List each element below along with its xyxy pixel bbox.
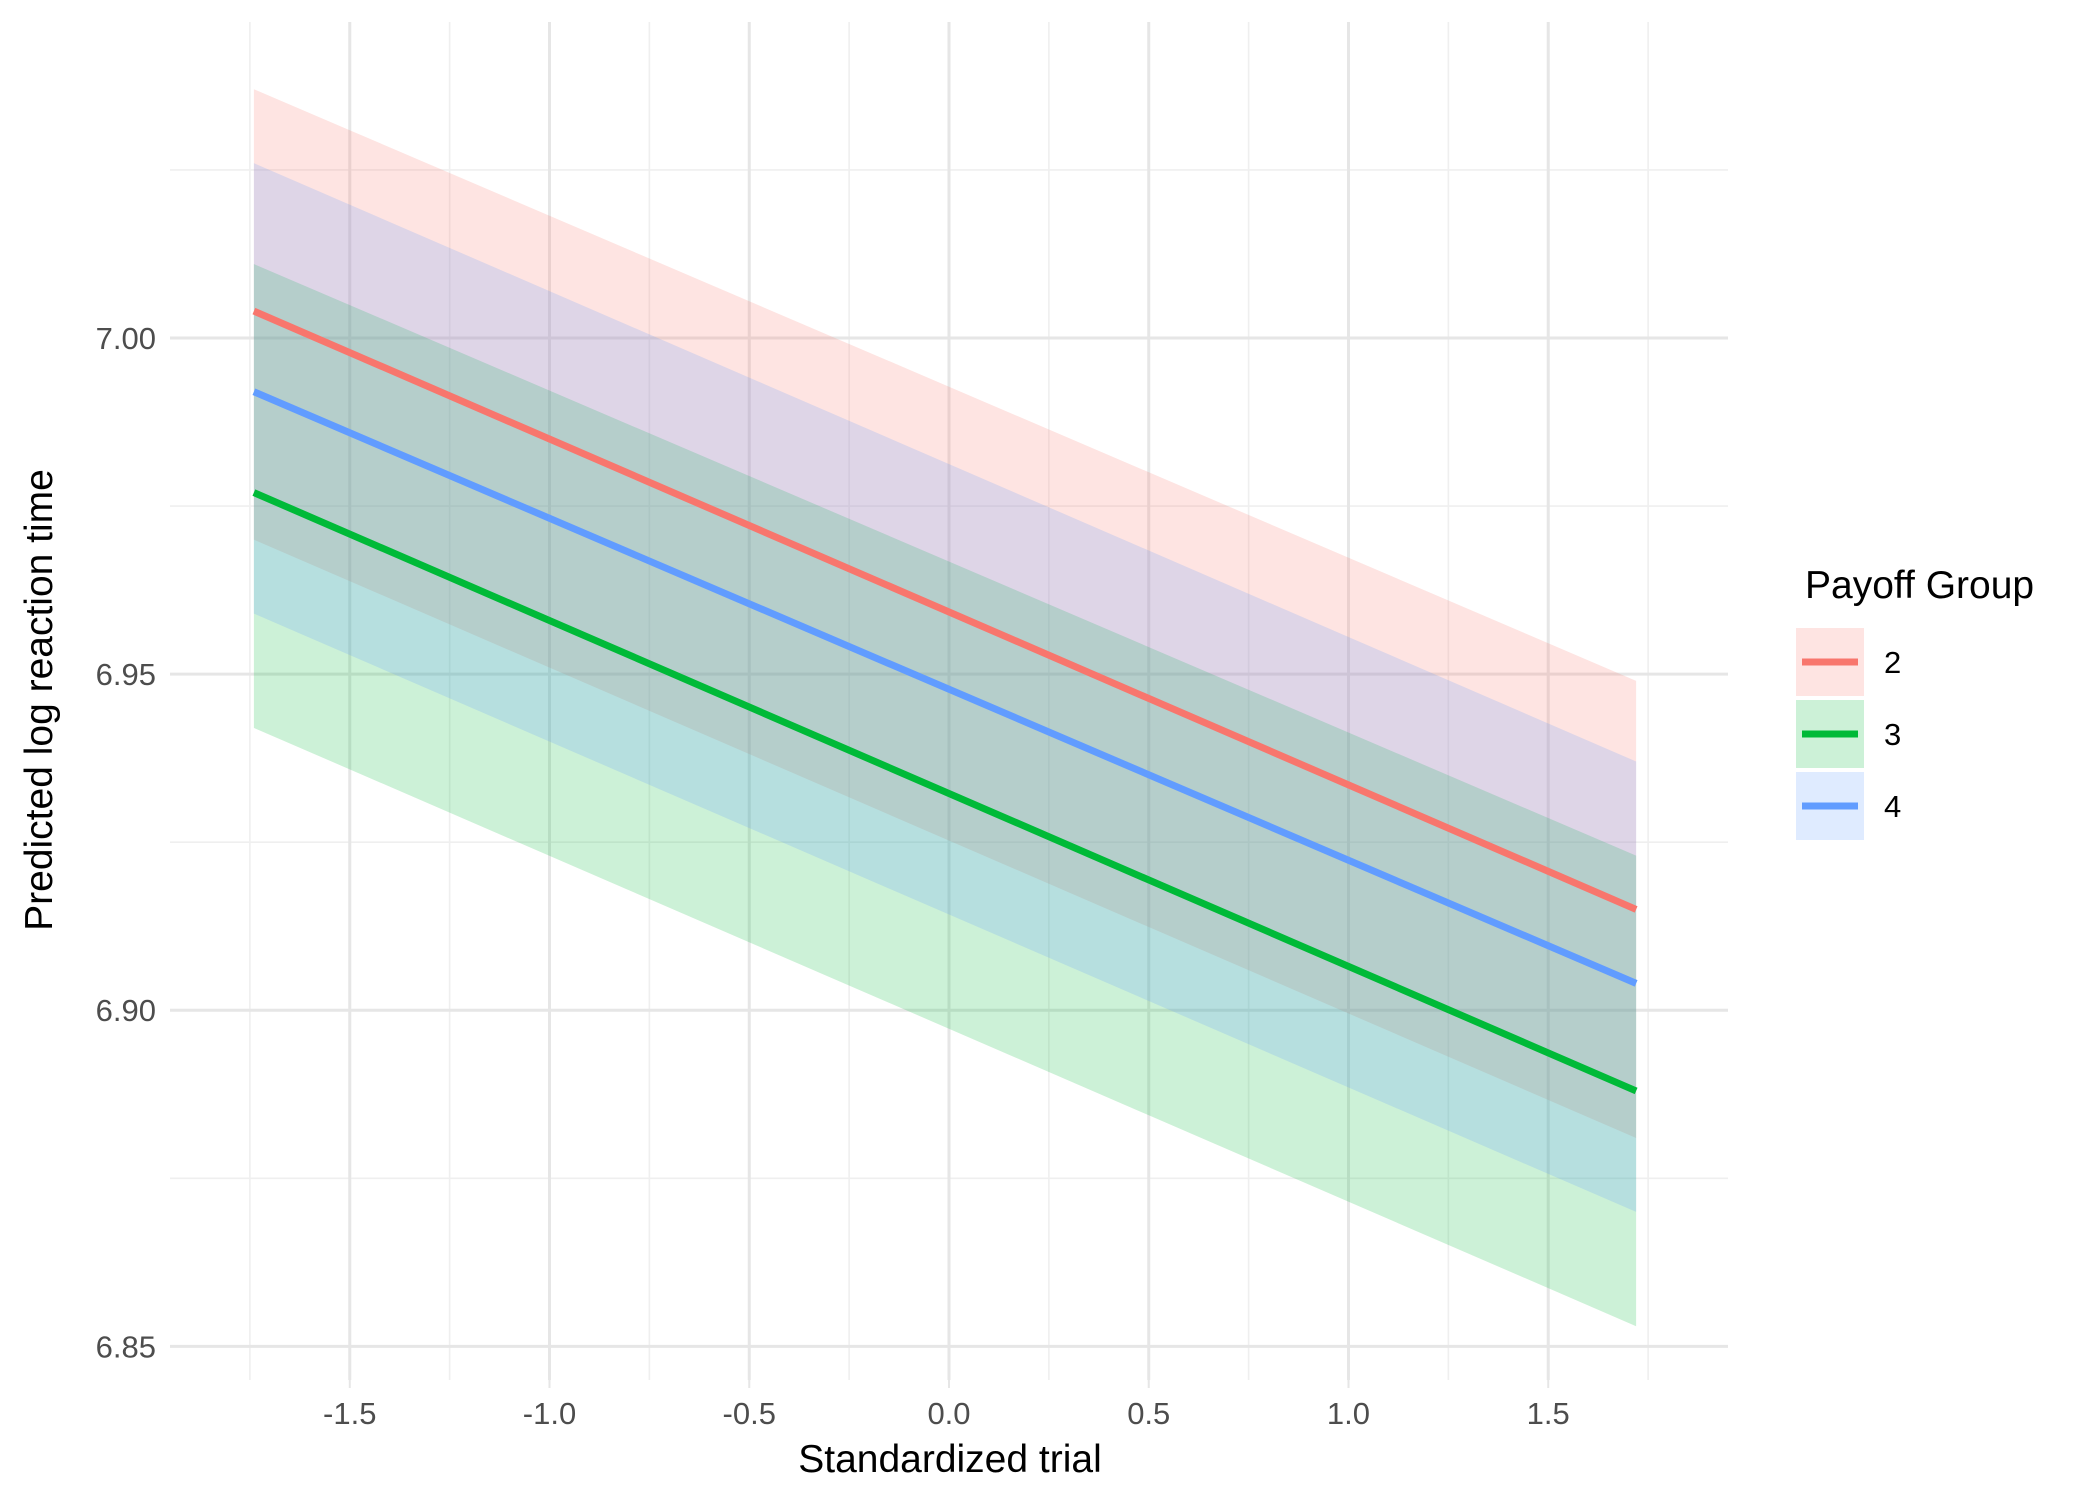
legend-item-2: 2 bbox=[1796, 628, 1901, 696]
y-tick-label: 6.85 bbox=[96, 1329, 156, 1364]
x-tick-label: -1.0 bbox=[523, 1396, 576, 1431]
legend-label: 3 bbox=[1884, 717, 1901, 752]
y-tick-label: 6.95 bbox=[96, 657, 156, 692]
x-axis-title: Standardized trial bbox=[798, 1438, 1102, 1481]
y-axis-ticks: 6.85 6.90 6.95 7.00 bbox=[96, 321, 156, 1364]
series-lines bbox=[252, 307, 1638, 1095]
line-group-2 bbox=[252, 307, 1638, 913]
legend: Payoff Group 2 3 4 bbox=[1796, 564, 2034, 840]
legend-item-4: 4 bbox=[1796, 772, 1901, 840]
confidence-ribbons bbox=[253, 89, 1637, 1327]
x-tick-label: -1.5 bbox=[323, 1396, 376, 1431]
grid bbox=[170, 22, 1728, 1380]
x-tick-label: 0.5 bbox=[1127, 1396, 1170, 1431]
legend-item-3: 3 bbox=[1796, 700, 1901, 768]
y-tick-label: 6.90 bbox=[96, 993, 156, 1028]
x-axis-ticks: -1.5 -1.0 -0.5 0.0 0.5 1.0 1.5 bbox=[323, 1380, 1570, 1431]
x-tick-label: 0.0 bbox=[927, 1396, 970, 1431]
y-axis-title: Predicted log reaction time bbox=[18, 469, 61, 931]
legend-label: 4 bbox=[1884, 789, 1901, 824]
line-group-3 bbox=[252, 489, 1638, 1095]
y-tick-label: 7.00 bbox=[96, 321, 156, 356]
x-tick-label: -0.5 bbox=[723, 1396, 776, 1431]
legend-label: 2 bbox=[1884, 645, 1901, 680]
legend-title: Payoff Group bbox=[1805, 564, 2034, 607]
x-tick-label: 1.0 bbox=[1327, 1396, 1370, 1431]
x-tick-label: 1.5 bbox=[1527, 1396, 1570, 1431]
line-group-4 bbox=[252, 388, 1638, 987]
